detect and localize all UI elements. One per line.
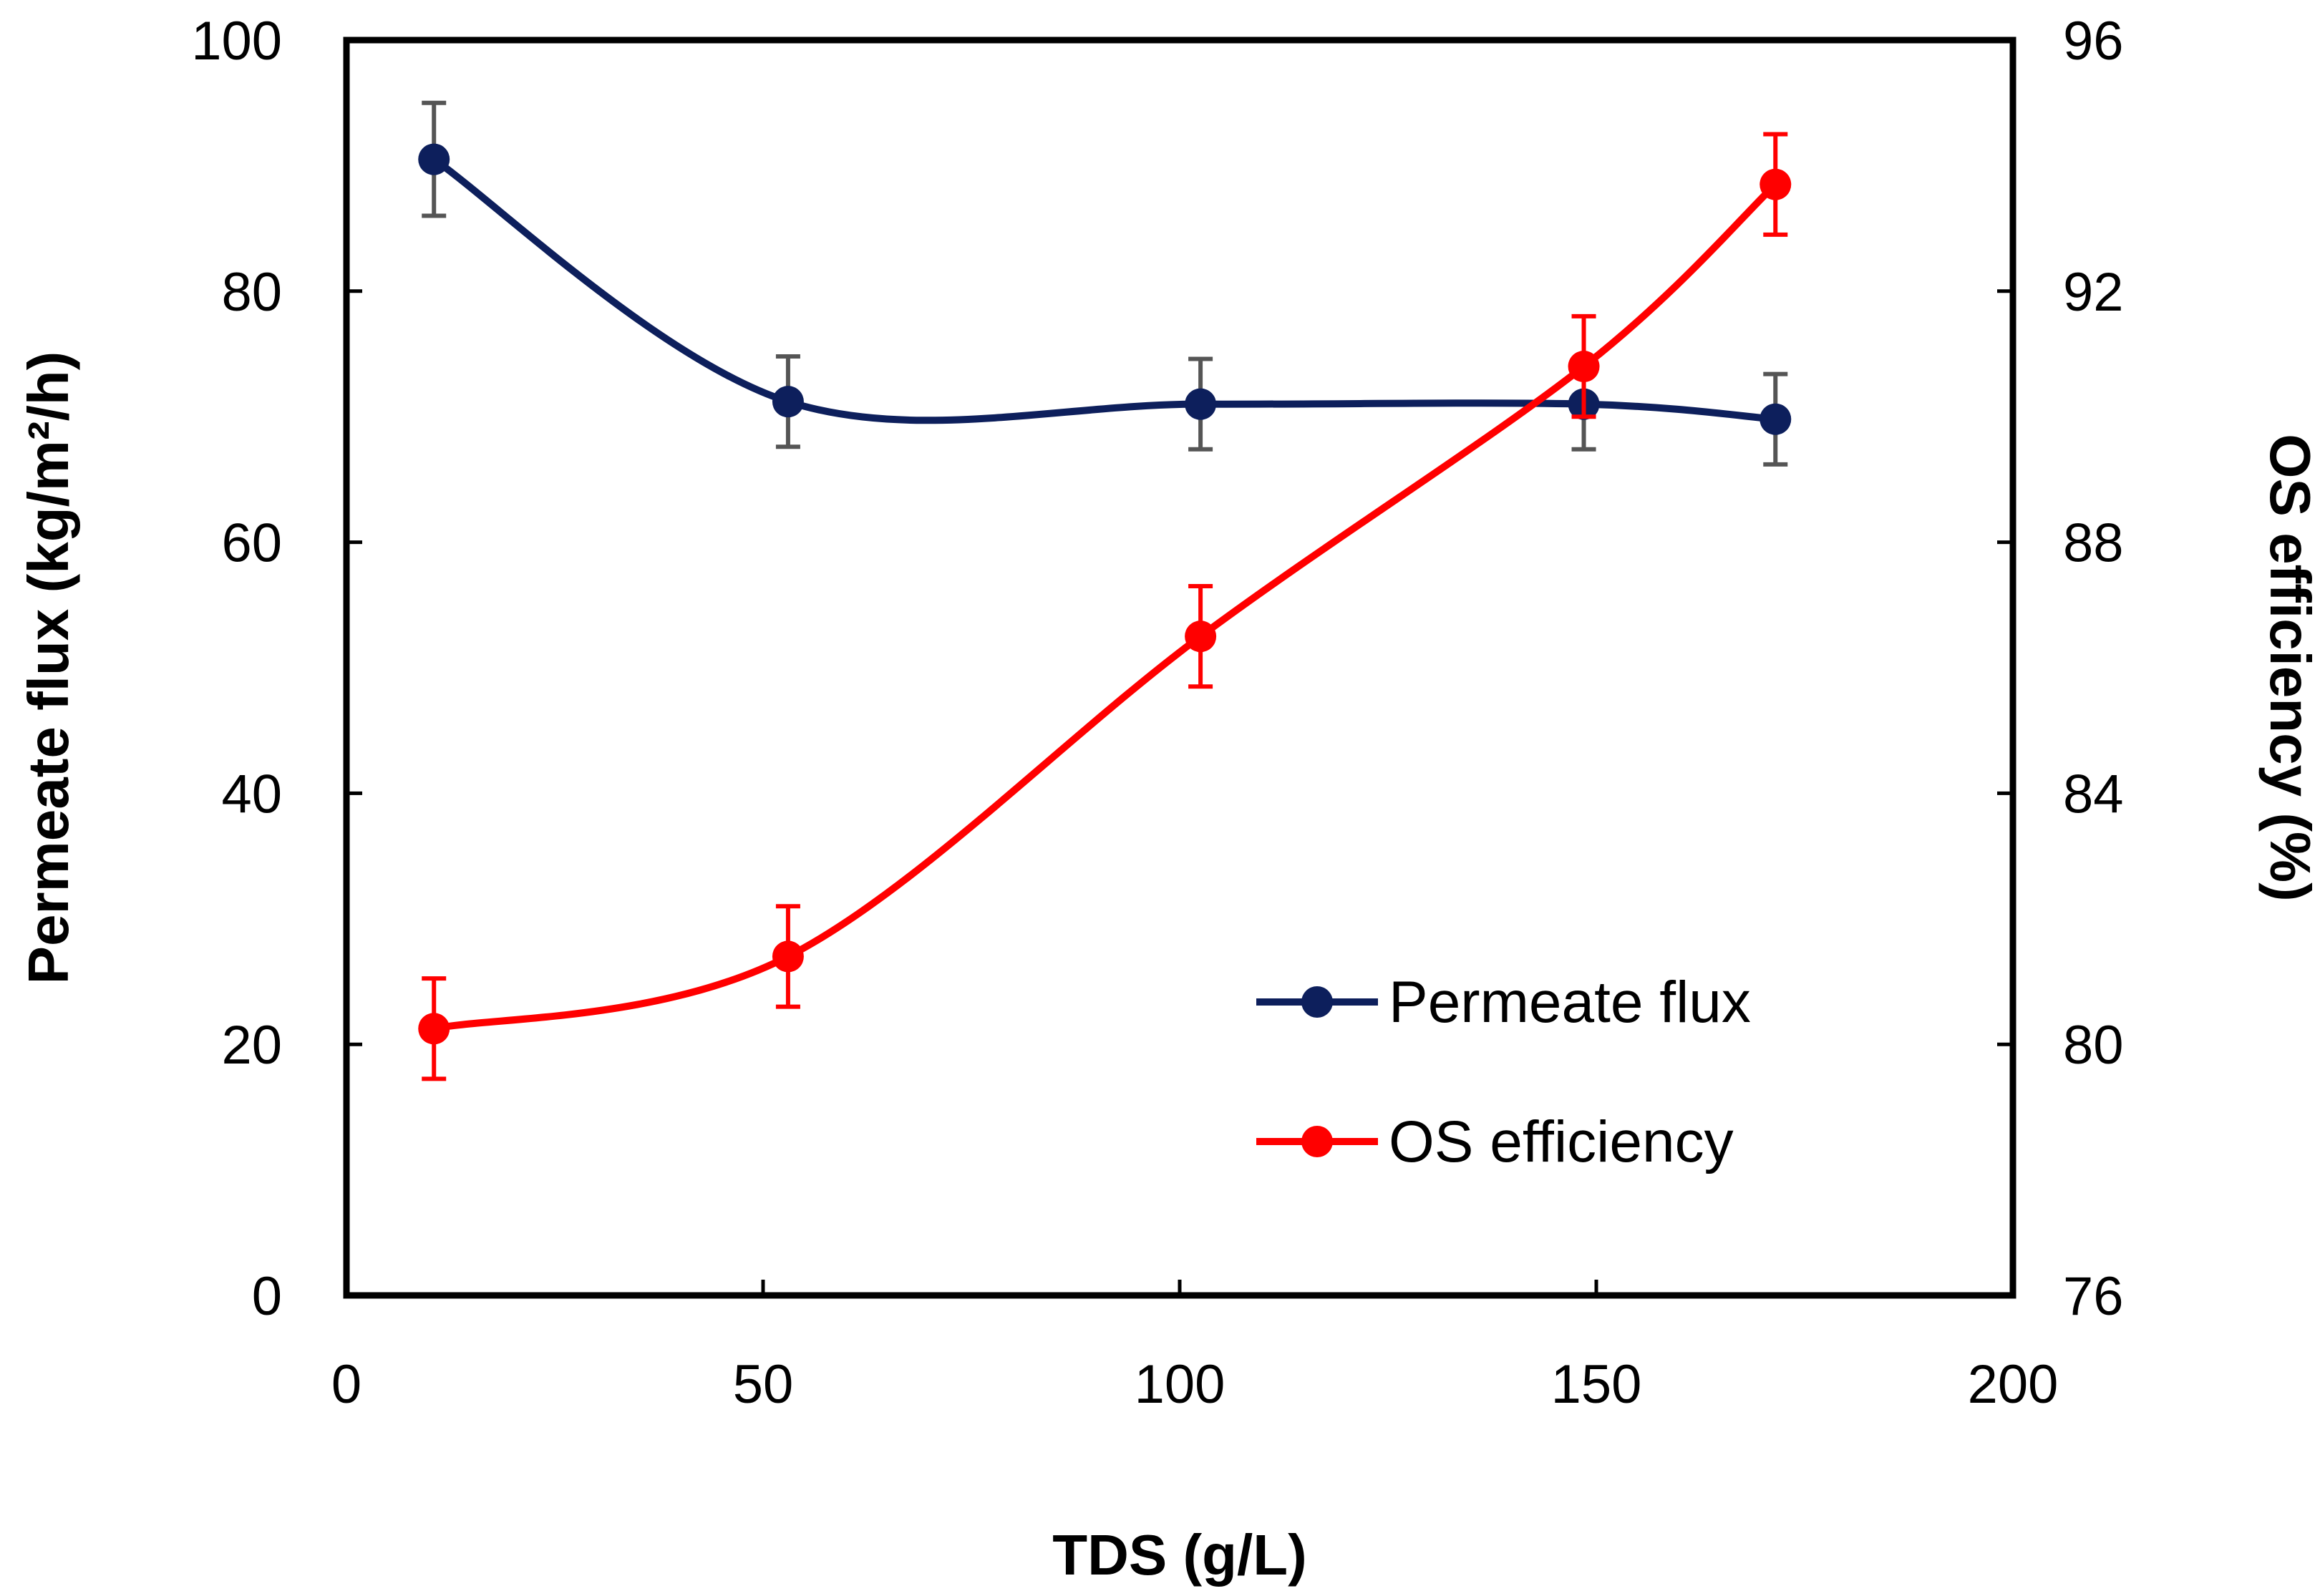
axes-layer: 0 50 100 150 200 0 20 40 60 80 100 76 80 84 88 92 96 [191,11,2123,1415]
x-tick-label: 50 [733,1354,794,1415]
y2-tick-label: 92 [2063,262,2124,323]
y2-tick-label: 88 [2063,513,2124,574]
y2-tick-label: 96 [2063,11,2124,72]
legend-marker [1301,1126,1333,1157]
y2-tick-label: 80 [2063,1015,2124,1076]
y-tick-label: 60 [221,513,282,574]
legend-marker [1301,986,1333,1018]
x-axis-title: TDS (g/L) [1052,1523,1306,1587]
legend-label: OS efficiency [1389,1109,1734,1174]
y-tick-label: 80 [221,262,282,323]
data-point [1760,168,1792,200]
legend: Permeate flux OS efficiency [1256,970,1751,1174]
data-point [1760,403,1792,435]
y-axis-title: Permeate flux (kg/m²/h) [16,351,80,985]
x-tick-label: 200 [1968,1354,2059,1415]
legend-item: Permeate flux [1256,970,1751,1035]
y2-axis-title: OS efficiency (%) [2258,434,2320,902]
y-tick-label: 100 [191,11,282,72]
series-line [430,155,1780,424]
series-os-efficiency [418,132,1792,1081]
data-point [1568,351,1600,383]
y2-tick-label: 76 [2063,1266,2124,1327]
x-tick-label: 100 [1135,1354,1225,1415]
y-tick-label: 20 [221,1015,282,1076]
x-tick-label: 0 [331,1354,361,1415]
data-point [772,940,804,973]
data-point [1185,621,1217,653]
x-tick-label: 150 [1551,1354,1642,1415]
legend-label: Permeate flux [1389,970,1751,1035]
y-tick-label: 40 [221,764,282,824]
series-line [430,180,1780,1033]
data-point [418,1013,450,1045]
data-point [772,386,804,418]
legend-item: OS efficiency [1256,1109,1734,1174]
data-point [1185,388,1217,420]
data-point [418,143,450,175]
series-layer [418,100,1792,1081]
y2-tick-label: 84 [2063,764,2124,824]
y-tick-label: 0 [252,1266,282,1327]
